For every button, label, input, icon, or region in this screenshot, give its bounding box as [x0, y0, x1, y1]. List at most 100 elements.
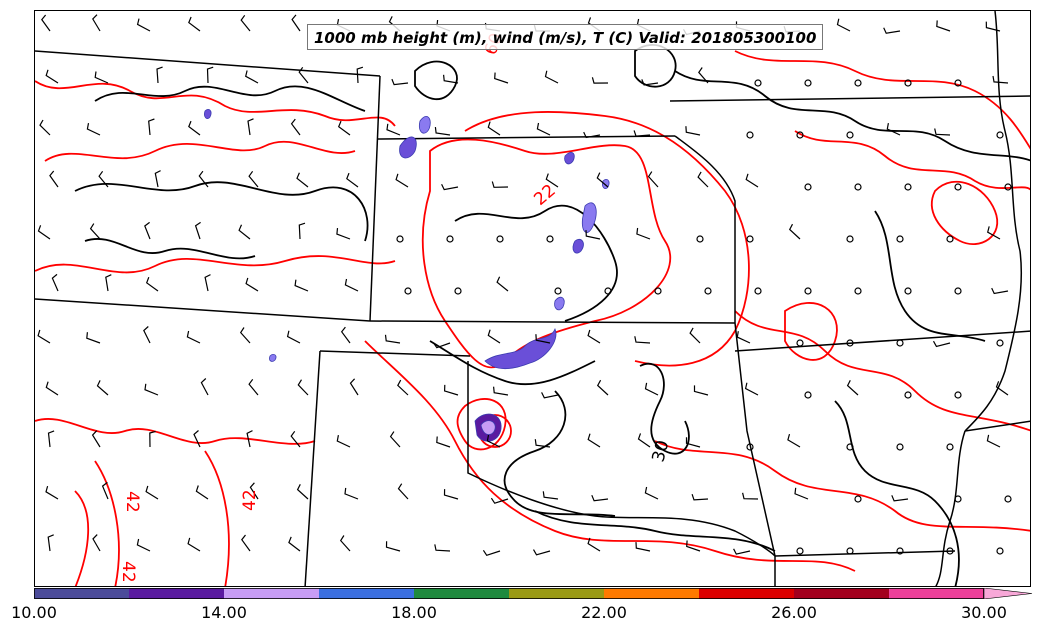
- wind-barb: [51, 273, 59, 292]
- temperature-contour: [456, 398, 507, 451]
- wind-barb: [298, 222, 306, 240]
- temperature-contour: [44, 140, 356, 162]
- wind-barb: [143, 326, 151, 344]
- state-border: [35, 298, 371, 322]
- wind-barb: [344, 487, 359, 500]
- colorbar-tick-label: 14.00: [201, 603, 247, 622]
- calm-wind-marker: [804, 287, 812, 295]
- wind-barb: [94, 71, 109, 84]
- calm-wind-marker: [696, 235, 704, 243]
- wind-barb: [45, 381, 59, 396]
- wind-barb: [397, 379, 409, 396]
- calm-wind-marker: [946, 547, 954, 555]
- colorbar-segment: [34, 588, 129, 599]
- wind-barb: [391, 78, 409, 86]
- wind-barb: [397, 483, 409, 500]
- wind-barb: [389, 431, 401, 448]
- wind-barb: [193, 430, 201, 448]
- wind-barb: [105, 274, 112, 292]
- state-border: [669, 95, 1030, 102]
- wind-barb: [637, 433, 651, 448]
- wind-barb: [194, 221, 201, 240]
- wind-barb: [494, 72, 509, 84]
- colorbar-tick-label: 22.00: [581, 603, 627, 622]
- temperature-contour: [364, 340, 856, 572]
- wind-barb: [92, 14, 101, 32]
- wind-barb: [686, 540, 701, 552]
- wind-barb: [188, 16, 201, 32]
- height-contour: [74, 181, 369, 242]
- wind-barb: [985, 21, 1001, 32]
- wind-barb: [45, 69, 59, 84]
- state-border: [964, 11, 1023, 432]
- wind-barb: [92, 534, 101, 552]
- height-contour: [639, 363, 690, 455]
- wind-barb: [536, 122, 551, 136]
- calm-wind-marker: [854, 495, 862, 503]
- wind-barb: [685, 126, 701, 136]
- calm-wind-marker: [904, 183, 912, 191]
- wind-barb: [154, 170, 161, 188]
- calm-wind-marker: [946, 235, 954, 243]
- wind-barb: [86, 332, 101, 344]
- wind-barb: [336, 434, 351, 448]
- wind-barb: [587, 537, 601, 552]
- calm-wind-marker: [854, 287, 862, 295]
- wind-barb: [693, 385, 709, 396]
- wind-barb: [86, 122, 101, 136]
- calm-wind-marker: [946, 443, 954, 451]
- wind-barb: [745, 173, 759, 188]
- contour-labels: 60 22 30 42 42 42: [118, 31, 673, 583]
- map-title: 1000 mb height (m), wind (m/s), T (C) Va…: [307, 24, 824, 50]
- temperature-contour: [784, 302, 838, 361]
- calm-wind-marker: [804, 183, 812, 191]
- wind-barb: [487, 121, 501, 136]
- wind-barb: [736, 331, 751, 344]
- wind-barb: [136, 18, 151, 32]
- wind-barb: [45, 485, 59, 500]
- state-border: [935, 430, 966, 586]
- map-panel: 60 22 30 42 42 42 1000 mb height (m), wi…: [34, 10, 1031, 587]
- height-contour: [534, 510, 776, 552]
- calm-wind-marker: [896, 235, 904, 243]
- wind-barb: [535, 334, 551, 344]
- wind-barb: [145, 276, 159, 292]
- state-border: [376, 135, 676, 140]
- wind-barb: [344, 278, 359, 292]
- colorbar-tick-label: 26.00: [771, 603, 817, 622]
- contour-label: 30: [649, 438, 674, 464]
- wind-barb: [596, 379, 609, 396]
- wind-barb: [545, 173, 559, 188]
- wind-barb: [744, 382, 759, 396]
- calm-wind-marker: [854, 183, 862, 191]
- wind-barb: [886, 122, 901, 136]
- temperature-contour: [421, 138, 672, 369]
- height-contours: [74, 44, 1030, 586]
- colorbar-segment: [794, 588, 889, 599]
- wind-barb: [634, 336, 651, 344]
- colorbar-segment: [224, 588, 319, 599]
- state-border: [964, 420, 1030, 432]
- wind-barb: [286, 330, 301, 344]
- calm-wind-marker: [846, 235, 854, 243]
- wind-barb: [434, 127, 451, 136]
- wind-barb: [534, 439, 551, 448]
- calm-wind-marker: [704, 287, 712, 295]
- height-contour: [84, 238, 256, 260]
- calm-wind-marker: [904, 391, 912, 399]
- calm-wind-marker: [954, 79, 962, 87]
- wind-barb: [591, 77, 609, 84]
- temperature-contour: [74, 490, 90, 586]
- wind-barb: [443, 489, 459, 500]
- wind-barb: [204, 274, 211, 292]
- wind-barb: [144, 221, 151, 240]
- state-border: [319, 350, 471, 357]
- calm-wind-marker: [954, 183, 962, 191]
- wind-barb: [241, 534, 251, 552]
- wind-barb: [386, 123, 401, 136]
- wind-barb: [145, 485, 159, 500]
- wind-barb: [482, 549, 501, 557]
- wind-barb: [336, 228, 351, 240]
- convection-blob: [418, 116, 431, 134]
- wind-barb: [249, 482, 259, 500]
